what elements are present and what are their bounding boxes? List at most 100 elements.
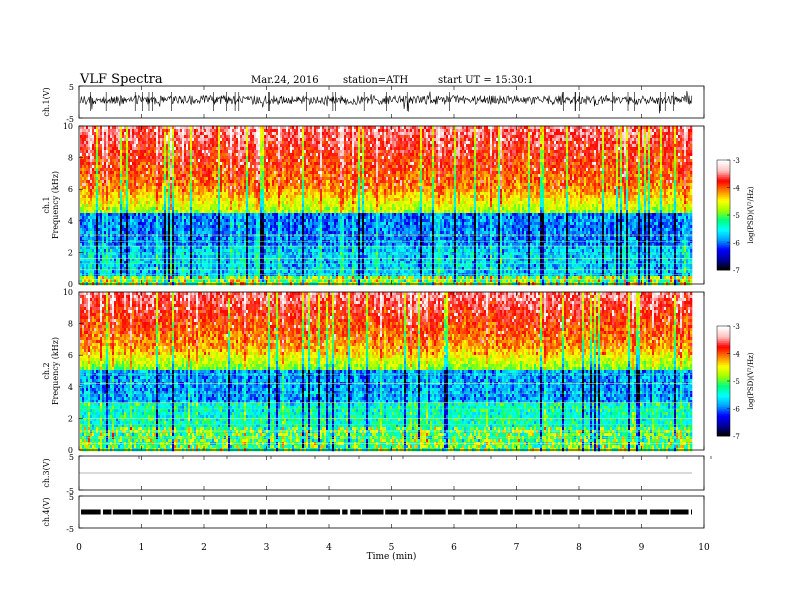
- ch1-spectrogram-colorbar-seg-23: [717, 226, 730, 229]
- xaxis-tick-9: 9: [639, 543, 645, 553]
- ch1-spectrogram-colorbar-seg-16: [717, 238, 730, 242]
- ch1-spectrogram-colorbar-seg-6: [717, 257, 730, 260]
- ch2-spectrogram-colorbar-seg-35: [717, 370, 730, 373]
- ch2-spectrogram-colorbar-seg-40: [717, 360, 730, 364]
- ch4-waveform-block-27: [479, 509, 498, 515]
- ch1-spectrogram-colorbar-seg-10: [717, 249, 730, 253]
- ch4-waveform-block-31: [543, 509, 551, 515]
- ch2-spectrogram-colorbar-seg-45: [717, 351, 730, 354]
- ch4-waveform-block-1: [103, 509, 112, 515]
- ch2-spectrogram-colorbar-seg-9: [717, 417, 730, 420]
- ch1-spectrogram-colorbar-seg-39: [717, 196, 730, 199]
- ch4-waveform-block-16: [306, 509, 319, 515]
- ch1-spectrogram-colorbar-seg-8: [717, 253, 730, 256]
- xaxis-tick-1: 1: [139, 543, 145, 553]
- ch2-spectrogram-colorbar-seg-3: [717, 428, 730, 431]
- ch1-spectrogram-colorbar-seg-12: [717, 246, 730, 249]
- ch1-spectrogram-colorbar-seg-47: [717, 182, 730, 185]
- ch2-spectrogram-colorbar-label: log(PSD)(V²/Hz): [747, 352, 755, 409]
- ch4-waveform-block-36: [614, 509, 625, 515]
- ch4-waveform-block-5: [163, 509, 172, 515]
- ch1-spectrogram-colorbar-seg-15: [717, 240, 730, 243]
- ch2-spectrogram-colorbar-seg-47: [717, 348, 730, 351]
- ch1-waveform-trace: [79, 90, 693, 114]
- ch2-spectrogram-colorbar-seg-18: [717, 401, 730, 404]
- ch4-waveform-block-38: [637, 509, 648, 515]
- ch1-spectrogram-colorbar-tick-2: -5: [733, 212, 740, 220]
- ch2-spectrogram-colorbar-seg-28: [717, 382, 730, 386]
- xaxis-tick-7: 7: [514, 543, 520, 553]
- ch1-waveform-ylabel: ch.1(V): [42, 87, 51, 116]
- ch1-spectrogram-colorbar-seg-33: [717, 207, 730, 210]
- ch1-spectrogram-colorbar-seg-22: [717, 227, 730, 231]
- ch2-spectrogram-colorbar-seg-59: [717, 326, 730, 329]
- xaxis-tick-6: 6: [451, 543, 457, 553]
- ch1-spectrogram-colorbar-seg-37: [717, 200, 730, 203]
- ch2-spectrogram-image: [80, 292, 693, 452]
- ch2-spectrogram-colorbar-seg-13: [717, 410, 730, 413]
- ch4-waveform-block-30: [534, 509, 542, 515]
- ch2-spectrogram-colorbar-seg-12: [717, 412, 730, 415]
- ch1-spectrogram-colorbar-seg-57: [717, 163, 730, 166]
- ch2-spectrogram-colorbar-seg-5: [717, 425, 730, 428]
- ch1-spectrogram-ylabel-2: Frequency (kHz): [51, 171, 60, 239]
- ch1-spectrogram-colorbar-seg-43: [717, 189, 730, 192]
- ch2-spectrogram-colorbar-seg-25: [717, 388, 730, 391]
- ch2-spectrogram-colorbar-seg-41: [717, 359, 730, 362]
- ch4-waveform-block-8: [203, 509, 210, 515]
- ch2-spectrogram-colorbar-tick-4: -3: [733, 323, 740, 331]
- ch4-waveform-block-28: [500, 509, 513, 515]
- ch4-waveform-block-22: [400, 509, 408, 515]
- date-label: Mar.24, 2016: [251, 75, 319, 86]
- xaxis-tick-10: 10: [698, 543, 710, 553]
- ch1-spectrogram-colorbar-seg-46: [717, 183, 730, 187]
- ch1-spectrogram-colorbar-seg-18: [717, 235, 730, 238]
- ch1-spectrogram-colorbar-seg-59: [717, 160, 730, 163]
- ch2-spectrogram-colorbar-seg-0: [717, 434, 730, 437]
- ch4-waveform-block-14: [279, 509, 295, 515]
- ch1-spectrogram-ytick-3: 6: [68, 185, 73, 194]
- ch2-spectrogram-ytick-0: 0: [68, 446, 73, 455]
- ch1-spectrogram-colorbar-seg-58: [717, 161, 730, 165]
- ch1-spectrogram-colorbar-seg-45: [717, 185, 730, 188]
- ch4-waveform-block-9: [211, 509, 228, 515]
- xaxis-tick-4: 4: [326, 543, 332, 553]
- ch1-spectrogram-colorbar-seg-9: [717, 251, 730, 254]
- ch2-spectrogram-colorbar-seg-49: [717, 344, 730, 347]
- ch1-spectrogram-colorbar-seg-36: [717, 202, 730, 205]
- ch2-spectrogram-colorbar-seg-4: [717, 426, 730, 430]
- ch4-waveform-block-2: [112, 509, 132, 515]
- ch4-waveform-ylabel: ch.4(V): [42, 497, 51, 526]
- ch2-spectrogram-ytick-4: 8: [68, 320, 73, 329]
- ch2-spectrogram-colorbar-seg-53: [717, 337, 730, 340]
- ch4-waveform-ytick-bot: -5: [66, 525, 74, 534]
- ch1-spectrogram-colorbar-seg-31: [717, 211, 730, 214]
- ch2-spectrogram-colorbar-seg-39: [717, 362, 730, 365]
- ch1-spectrogram-colorbar-seg-50: [717, 176, 730, 179]
- ch2-spectrogram-colorbar-tick-0: -7: [733, 433, 740, 441]
- ch2-spectrogram-colorbar-seg-46: [717, 349, 730, 353]
- ch4-waveform-block-32: [551, 509, 568, 515]
- ch4-waveform-block-4: [150, 509, 162, 515]
- ch1-spectrogram-colorbar-seg-54: [717, 169, 730, 172]
- ch1-spectrogram-colorbar-seg-44: [717, 187, 730, 190]
- ch4-waveform-block-6: [173, 509, 190, 515]
- ch4-waveform-block-24: [424, 509, 446, 515]
- ch1-spectrogram-colorbar-seg-14: [717, 242, 730, 245]
- ch1-spectrogram-colorbar-seg-5: [717, 259, 730, 262]
- xaxis-tick-8: 8: [576, 543, 582, 553]
- ch2-spectrogram-colorbar-seg-57: [717, 329, 730, 332]
- ch2-spectrogram-ytick-3: 6: [68, 351, 73, 360]
- ch2-spectrogram-ylabel-2: Frequency (kHz): [51, 337, 60, 405]
- ch2-spectrogram-colorbar-seg-42: [717, 357, 730, 360]
- ch4-waveform-block-39: [649, 509, 670, 515]
- ch2-spectrogram-colorbar-seg-48: [717, 346, 730, 349]
- xaxis-tick-5: 5: [389, 543, 395, 553]
- ch2-spectrogram-colorbar-seg-36: [717, 368, 730, 371]
- ch4-waveform-block-13: [267, 509, 278, 515]
- ch4-waveform-block-29: [514, 509, 533, 515]
- ch2-spectrogram-colorbar-seg-43: [717, 355, 730, 358]
- ch4-waveform-block-3: [132, 509, 149, 515]
- ch1-spectrogram-colorbar-tick-3: -4: [733, 185, 740, 193]
- ch1-spectrogram-colorbar-seg-0: [717, 268, 730, 271]
